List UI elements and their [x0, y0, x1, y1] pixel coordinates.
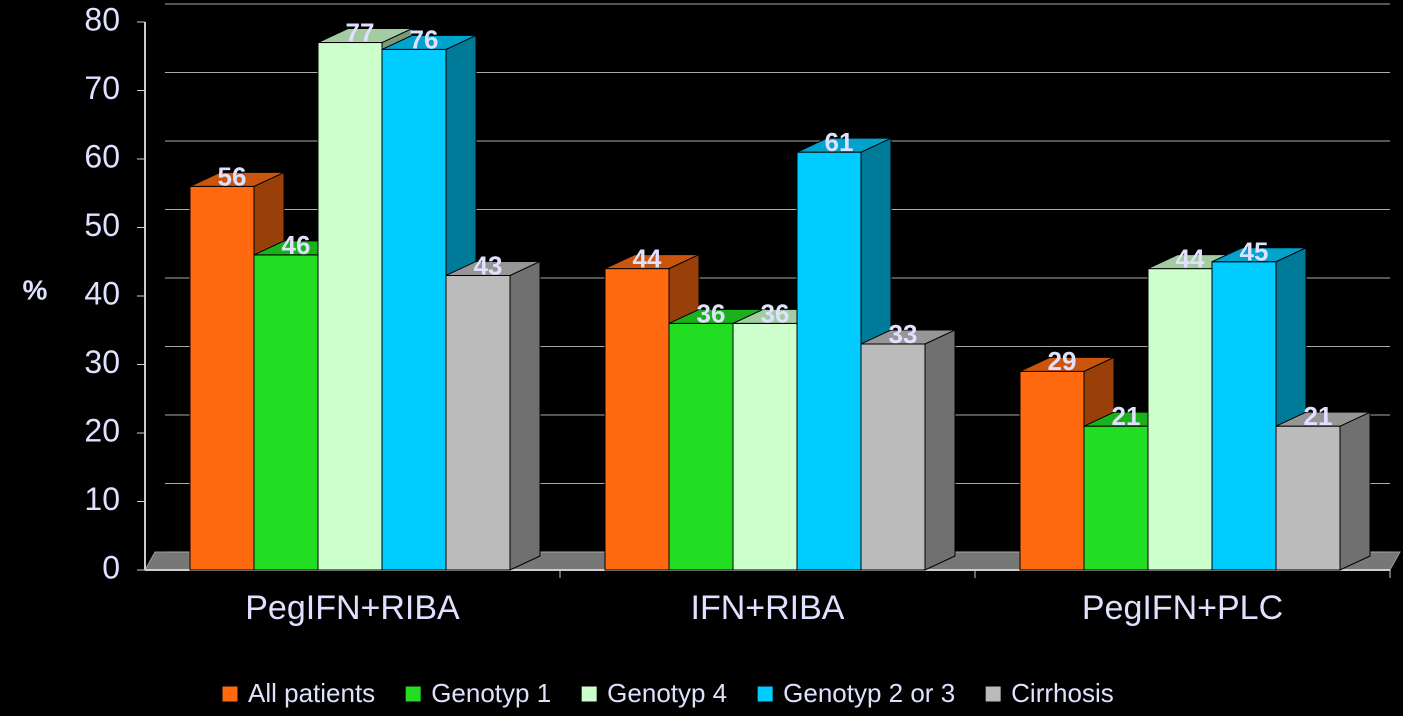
- bar: [445, 274, 511, 571]
- y-tick-label: 30: [84, 344, 120, 380]
- value-label: 43: [474, 250, 503, 280]
- bar: [1019, 370, 1085, 571]
- bar: [317, 42, 383, 571]
- value-label: 36: [697, 298, 726, 328]
- y-tick-label: 60: [84, 138, 120, 174]
- y-tick-label: 10: [84, 481, 120, 517]
- legend-swatch: [756, 685, 774, 703]
- y-tick-label: 0: [102, 549, 120, 585]
- bar-top: [1019, 356, 1115, 372]
- bar: [381, 48, 447, 571]
- bar-top: [604, 254, 700, 270]
- value-label: 33: [889, 319, 918, 349]
- bar-top: [796, 137, 892, 153]
- legend-swatch: [580, 685, 598, 703]
- value-label: 56: [218, 161, 247, 191]
- legend-label: Genotyp 4: [607, 678, 727, 708]
- value-label: 61: [825, 127, 854, 157]
- bar-top: [1211, 247, 1307, 263]
- legend-swatch: [221, 685, 239, 703]
- bar: [732, 322, 798, 571]
- bar: [253, 254, 319, 571]
- bar-top: [189, 171, 285, 187]
- legend-swatch: [984, 685, 1002, 703]
- bar: [604, 268, 670, 571]
- y-tick-label: 80: [84, 1, 120, 37]
- value-label: 77: [346, 17, 375, 47]
- value-label: 46: [282, 230, 311, 260]
- legend-swatch: [404, 685, 422, 703]
- value-label: 29: [1048, 346, 1077, 376]
- legend-label: Genotyp 1: [431, 678, 551, 708]
- value-label: 45: [1240, 237, 1269, 267]
- legend-label: Genotyp 2 or 3: [783, 678, 955, 708]
- y-axis-label: %: [23, 274, 48, 305]
- x-tick-label: PegIFN+RIBA: [245, 589, 460, 627]
- bar: [1147, 268, 1213, 571]
- bar-top: [1275, 411, 1371, 427]
- x-tick-label: IFN+RIBA: [691, 589, 845, 627]
- value-label: 44: [633, 243, 662, 273]
- bar-top: [317, 28, 413, 44]
- value-label: 21: [1112, 401, 1141, 431]
- value-label: 44: [1176, 243, 1205, 273]
- bar-side: [509, 260, 541, 571]
- bar: [796, 151, 862, 571]
- bar: [1275, 425, 1341, 571]
- bar: [668, 322, 734, 571]
- y-tick-label: 20: [84, 412, 120, 448]
- value-label: 21: [1304, 401, 1333, 431]
- bar-top: [860, 329, 956, 345]
- y-tick-label: 40: [84, 275, 120, 311]
- bar-side: [924, 329, 956, 571]
- bar-top: [381, 34, 477, 50]
- bar-side: [1339, 411, 1371, 571]
- y-tick-label: 50: [84, 207, 120, 243]
- bar: [189, 185, 255, 571]
- bar: [860, 343, 926, 571]
- value-label: 76: [410, 24, 439, 54]
- x-tick-label: PegIFN+PLC: [1082, 589, 1283, 627]
- legend-label: Cirrhosis: [1011, 678, 1114, 708]
- bar-top: [445, 260, 541, 276]
- value-label: 36: [761, 298, 790, 328]
- bar: [1083, 425, 1149, 571]
- bar: [1211, 261, 1277, 571]
- legend-label: All patients: [248, 678, 375, 708]
- y-tick-label: 70: [84, 70, 120, 106]
